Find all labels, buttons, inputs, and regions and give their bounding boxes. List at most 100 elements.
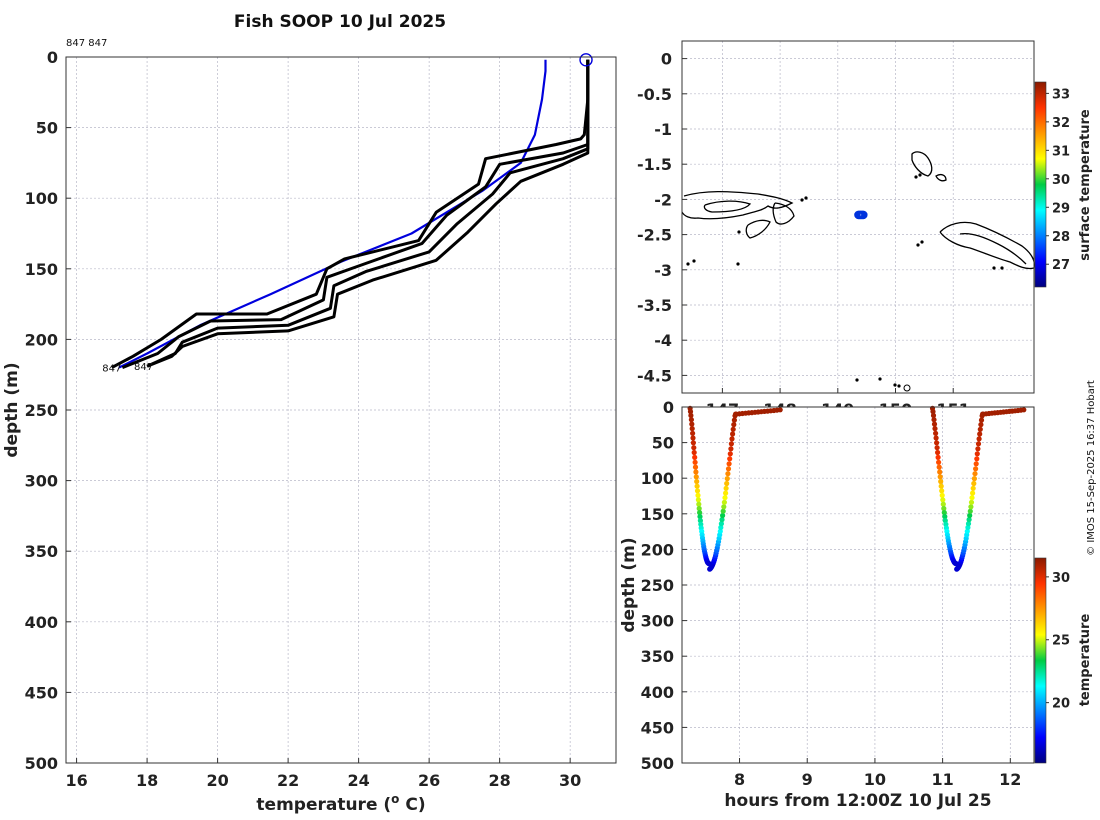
scatter-point: [931, 417, 937, 423]
scatter-point: [720, 508, 726, 514]
scatter-point: [777, 407, 783, 413]
scatter-y-tick-label: 0: [663, 398, 674, 417]
scatter-point: [971, 480, 977, 487]
map-lat-tick-label: 0: [661, 50, 672, 69]
scatter-point: [975, 441, 982, 447]
imos-credit: © IMOS 15-Sep-2025 16:37 Hobart: [1086, 380, 1097, 556]
profile-y-tick-label: 250: [25, 401, 58, 420]
profile-y-tick-label: 0: [47, 48, 58, 67]
scatter-point: [725, 471, 731, 477]
scatter-point: [730, 426, 736, 432]
scatter-point: [931, 421, 938, 427]
profile-y-tick-label: 500: [25, 754, 58, 773]
scatter-point: [933, 435, 939, 441]
scatter-point: [695, 492, 701, 498]
scatter-point: [730, 431, 736, 437]
scatter-point: [978, 417, 985, 423]
scatter-point: [697, 509, 703, 516]
temperature-colorbar: [1034, 557, 1047, 764]
scatter-y-tick-label: 250: [641, 576, 674, 595]
scatter-point: [934, 445, 940, 451]
map-plot: 1471481491501510-0.5-1-1.5-2-2.5-3-3.5-4…: [637, 40, 1093, 419]
profile-line-profile-1: [111, 59, 590, 369]
scatter-point: [696, 505, 702, 512]
surface-position-marker: [579, 53, 593, 67]
scatter-x-tick-label: 10: [864, 770, 886, 789]
scatter-point: [691, 449, 697, 456]
scatter-point: [940, 501, 946, 507]
scatter-point: [974, 456, 980, 462]
scatter-point: [720, 512, 726, 519]
surface-colorbar-tick-label: 32: [1052, 116, 1070, 131]
coastline-island-small: [772, 202, 795, 225]
profile-line-profile-4: [146, 59, 590, 368]
scatter-x-tick-label: 12: [999, 770, 1021, 789]
profile-plot: Fish SOOP 10 Jul 2025 847 847 847 847 16 1…: [2, 12, 617, 815]
profile-x-tick-label: 28: [489, 771, 511, 790]
scatter-point: [977, 426, 983, 432]
profile-x-tick-label: 18: [136, 771, 158, 790]
profile-end-label: 847: [102, 364, 121, 375]
surface-colorbar-tick-label: 27: [1052, 258, 1070, 273]
scatter-point: [689, 421, 695, 427]
scatter-point: [970, 490, 976, 496]
scatter-point: [971, 476, 978, 482]
scatter-point: [930, 409, 936, 415]
scatter-y-tick-label: 100: [641, 469, 674, 488]
time-depth-plot: 8 9 10 11 12 0 50 100 150 200 250 300 350 400 450 500 h…: [619, 398, 1093, 811]
scatter-y-tick-label: 500: [641, 754, 674, 773]
scatter-y-tick-label: 450: [641, 718, 674, 737]
map-lat-tick-label: -0.5: [637, 85, 672, 104]
scatter-point: [937, 474, 943, 480]
map-lat-tick-label: -1: [654, 120, 672, 139]
coastline-island-north-2: [935, 173, 947, 182]
surface-colorbar-tick-label: 28: [1052, 230, 1070, 245]
scatter-point: [693, 474, 699, 480]
surface-temperature-colorbar: [1034, 81, 1047, 288]
scatter-point: [976, 436, 982, 442]
scatter-point: [692, 464, 699, 470]
scatter-point: [728, 446, 734, 452]
scatter-point: [691, 445, 697, 451]
scatter-point: [724, 480, 730, 487]
profile-x-tick-label: 30: [559, 771, 581, 790]
scatter-point: [967, 508, 973, 514]
scatter-point: [973, 466, 979, 472]
scatter-point: [932, 426, 938, 432]
profile-y-label: depth (m): [2, 362, 22, 457]
scatter-point: [934, 440, 940, 446]
scatter-point: [727, 456, 733, 462]
surface-colorbar-tick-label: 29: [1052, 201, 1070, 216]
scatter-point: [978, 422, 984, 428]
scatter-point: [724, 476, 730, 482]
scatter-point: [717, 528, 723, 534]
scatter-point: [968, 504, 974, 510]
x-label-main: temperature (: [256, 795, 391, 815]
map-coastlines: [681, 151, 1036, 270]
map-lat-tick-label: -2.5: [637, 226, 672, 245]
scatter-point: [966, 517, 972, 523]
scatter-point: [939, 488, 945, 494]
scatter-point: [729, 436, 735, 442]
chart-title: Fish SOOP 10 Jul 2025: [234, 12, 446, 32]
profile-x-tick-label: 24: [347, 771, 369, 790]
surface-colorbar-tick-label: 31: [1052, 144, 1070, 159]
scatter-point: [973, 461, 979, 467]
scatter-point: [930, 412, 937, 419]
scatter-y-tick-label: 350: [641, 647, 674, 666]
scatter-point: [731, 422, 737, 428]
profile-x-tick-label: 22: [277, 771, 299, 790]
scatter-points: [687, 405, 1027, 572]
scatter-point: [938, 483, 944, 489]
profile-end-label: 847: [134, 362, 153, 373]
map-lat-tick-label: -3.5: [637, 296, 672, 315]
ship-track-point: [858, 210, 868, 220]
scatter-point: [972, 471, 978, 477]
scatter-point: [723, 490, 729, 496]
profile-x-tick-label: 26: [418, 771, 440, 790]
map-lat-tick-label: -4.5: [637, 366, 672, 385]
map-islets: [686, 173, 1004, 392]
scatter-point: [721, 504, 727, 510]
profile-axes-box: [65, 56, 617, 764]
